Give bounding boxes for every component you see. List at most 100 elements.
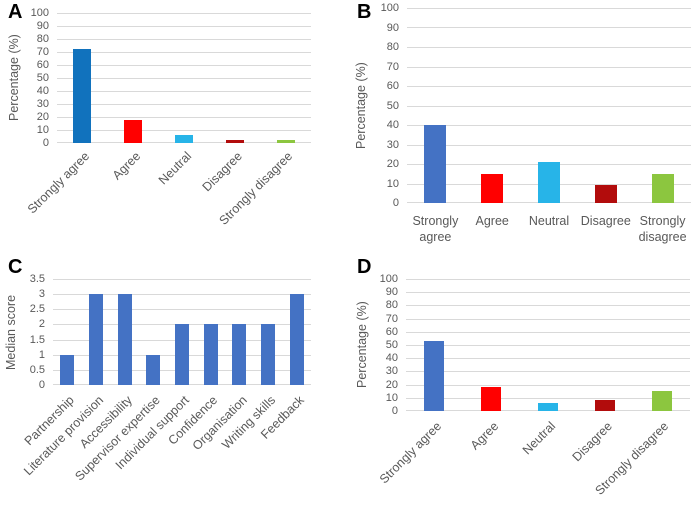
y-tick-label: 100 (30, 7, 49, 19)
y-tick-label: 60 (36, 59, 49, 71)
gridline (406, 305, 690, 306)
bar (73, 49, 92, 143)
x-category-label: Neutral (528, 214, 570, 228)
x-label-slot: Individual support (113, 391, 197, 508)
panel-a: A Percentage (%) 0 10 20 30 40 50 60 70 80 90 100 S… (0, 0, 349, 256)
bar (225, 140, 244, 143)
y-tick-label: 30 (36, 98, 49, 110)
bar (175, 324, 190, 385)
y-tick-label: 30 (385, 365, 398, 378)
x-category-label: Agree (467, 419, 502, 453)
y-tick-label: 0 (392, 197, 399, 209)
x-category-label: Strongly agree (24, 149, 93, 217)
bar (481, 174, 504, 203)
y-tick-label: 1 (38, 348, 45, 361)
plot-area (53, 279, 311, 385)
bar-slot (463, 279, 520, 411)
bar (424, 341, 445, 411)
gridline (407, 125, 691, 126)
panel-letter-d: D (357, 256, 372, 278)
gridline (407, 67, 691, 68)
x-label-slot: Strongly agree (377, 417, 463, 509)
bar (537, 403, 558, 411)
bar (60, 355, 75, 385)
y-tick-label: 50 (386, 99, 399, 112)
bars (406, 279, 690, 411)
gridline (406, 385, 690, 386)
x-category-label: Strongly agree (376, 419, 445, 487)
x-label-slot: Agree (108, 147, 159, 251)
y-tick-label: 3.5 (29, 273, 45, 285)
bar (537, 162, 560, 203)
x-category-label: Agree (475, 214, 509, 228)
bar-slot (633, 279, 690, 411)
y-tick-label: 80 (385, 299, 398, 312)
y-tick-label: 0 (38, 379, 45, 391)
gridline (57, 130, 311, 131)
gridline (57, 26, 311, 27)
x-axis-labels: Strongly agree Agree Neutral Disagree Strong… (377, 417, 690, 509)
y-tick-label: 40 (36, 85, 49, 97)
bar (651, 391, 672, 411)
x-category-label: Strongly agree (412, 214, 459, 244)
bar-slot (82, 279, 111, 385)
y-tick-label: 0 (42, 137, 49, 149)
panel-b: B Percentage (%) 0 10 20 30 40 50 60 70 80 90 100 S… (349, 0, 698, 256)
bar (232, 324, 247, 385)
y-tick-label: 1.5 (29, 333, 45, 346)
y-tick-label: 90 (386, 21, 399, 34)
gridline (57, 91, 311, 92)
y-tick-label: 40 (385, 352, 398, 365)
y-tick-label: 80 (386, 41, 399, 53)
bar-slot (159, 13, 210, 143)
bar (594, 400, 615, 411)
gridline (406, 371, 690, 372)
y-tick-label: 60 (385, 325, 398, 338)
x-axis-labels: Strongly agree Agree Neutral Disagree Strong… (25, 147, 311, 251)
bar (651, 174, 674, 203)
gridline (406, 319, 690, 320)
y-axis-ticks: 0 10 20 30 40 50 60 70 80 90 100 (349, 273, 402, 417)
y-tick-label: 0 (391, 405, 398, 417)
x-label-slot: Agree (463, 417, 520, 509)
y-tick-label: 50 (36, 72, 49, 84)
bar (174, 135, 193, 143)
y-tick-label: 3 (38, 288, 45, 301)
gridline (407, 106, 691, 107)
bars (407, 8, 691, 203)
x-category-label: Disagree (580, 214, 631, 228)
y-tick-label: 20 (385, 378, 398, 391)
y-tick-label: 90 (36, 20, 49, 32)
bar (481, 387, 502, 411)
x-category-label: Disagree (569, 419, 615, 465)
x-label-slot: Strongly disagree (593, 417, 690, 509)
bar-slot (577, 8, 634, 203)
y-tick-label: 10 (386, 177, 399, 190)
bar-slot (57, 13, 108, 143)
y-tick-label: 10 (36, 124, 49, 136)
bar-slot (407, 8, 464, 203)
x-category-label: Agree (109, 149, 144, 183)
y-tick-label: 70 (386, 60, 399, 73)
x-category-label: Neutral (155, 149, 194, 188)
gridline (57, 52, 311, 53)
bar-slot (53, 279, 82, 385)
gridline (406, 345, 690, 346)
y-tick-label: 100 (379, 273, 398, 285)
bar-slot (254, 279, 283, 385)
bar-slot (139, 279, 168, 385)
y-tick-label: 10 (385, 391, 398, 404)
gridline (406, 279, 690, 280)
bar (289, 294, 304, 385)
plot-area (406, 279, 690, 411)
bar-slot (260, 13, 311, 143)
panel-letter-c: C (8, 256, 23, 278)
y-axis-ticks: 0 10 20 30 40 50 60 70 80 90 100 (349, 2, 403, 209)
gridline (53, 309, 311, 310)
bar (424, 125, 447, 203)
x-label-slot: Strongly agree (25, 147, 108, 251)
bar (594, 185, 617, 203)
y-tick-label: 90 (385, 286, 398, 299)
bar-slot (110, 279, 139, 385)
